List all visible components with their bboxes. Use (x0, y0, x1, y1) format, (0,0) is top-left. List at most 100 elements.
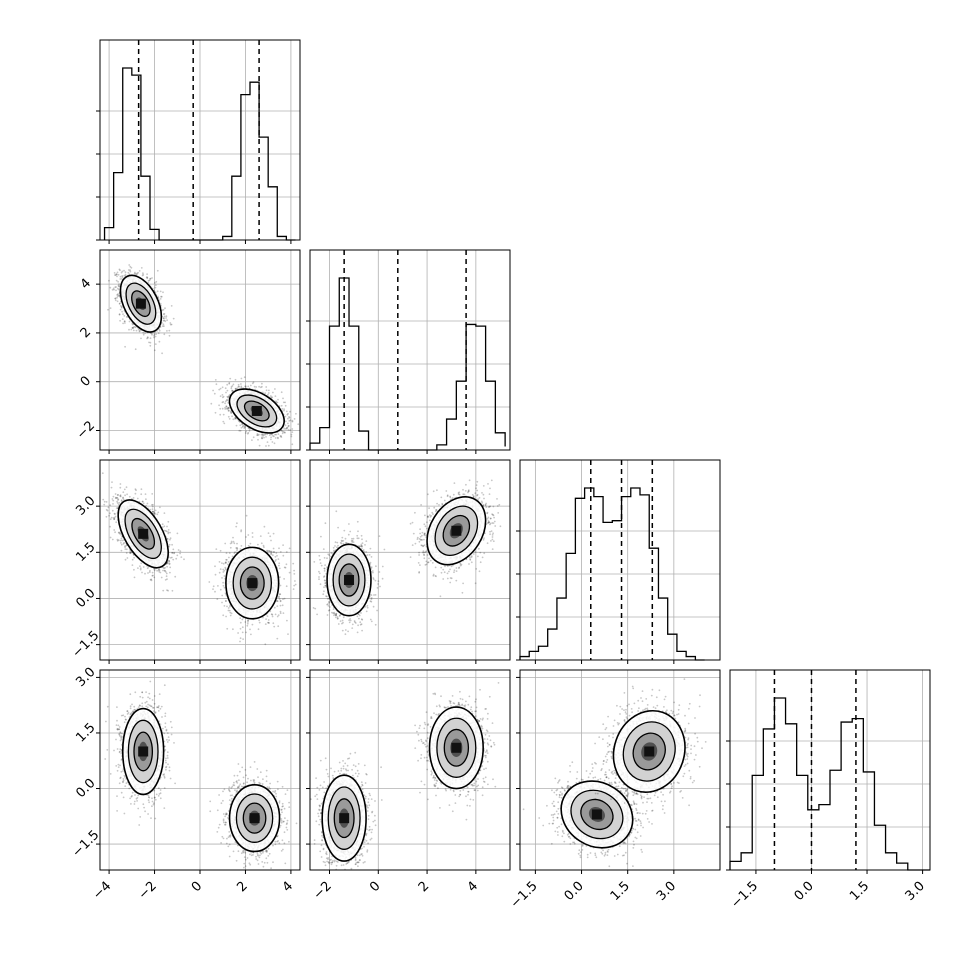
sample-point (263, 436, 265, 439)
sample-point (115, 289, 117, 292)
sample-point (284, 420, 287, 423)
sample-point (137, 567, 139, 569)
sample-point (122, 322, 124, 325)
sample-point (121, 275, 124, 277)
sample-point (142, 333, 145, 336)
sample-point (270, 438, 272, 441)
sample-point (219, 407, 222, 410)
sample-point (132, 326, 135, 328)
sample-point (129, 270, 132, 273)
density-panel-0-1 (96, 249, 301, 454)
sample-point (149, 337, 152, 340)
sample-point (146, 502, 149, 505)
sample-point (278, 452, 280, 454)
sample-point (258, 444, 261, 447)
panel-background (520, 460, 720, 660)
sample-point (111, 288, 114, 291)
sample-point (165, 317, 167, 319)
sample-point (154, 335, 157, 338)
sample-point (121, 270, 124, 273)
sample-point (240, 386, 243, 389)
sample-point (274, 433, 276, 436)
sample-point (123, 320, 126, 323)
sample-point (118, 295, 121, 297)
panel-frame (519, 459, 721, 661)
sample-point (277, 437, 279, 440)
sample-point (142, 273, 145, 276)
histogram-panel-3 (726, 669, 931, 874)
sample-point (225, 391, 227, 394)
sample-point (245, 430, 248, 433)
sample-point (129, 552, 131, 554)
sample-point (117, 288, 120, 291)
sample-point (117, 280, 119, 283)
sample-point (222, 413, 225, 416)
sample-point (159, 506, 161, 509)
sample-point (109, 536, 112, 539)
sample-point (158, 340, 161, 343)
sample-point (137, 328, 140, 331)
sample-point (113, 529, 116, 531)
sample-point (154, 282, 156, 284)
sample-point (119, 319, 121, 322)
sample-point (170, 305, 173, 307)
sample-point (180, 556, 183, 558)
sample-point (256, 434, 258, 437)
sample-point (160, 295, 163, 298)
sample-point (230, 412, 233, 414)
sample-point (145, 504, 148, 507)
sample-point (149, 278, 152, 280)
sample-point (263, 434, 266, 436)
sample-point (277, 433, 280, 435)
sample-point (113, 272, 116, 274)
sample-point (109, 525, 111, 528)
sample-point (284, 401, 286, 404)
sample-point (109, 512, 111, 515)
sample-point (147, 279, 150, 282)
sample-point (244, 385, 247, 388)
sample-point (147, 337, 149, 339)
sample-point (169, 323, 172, 326)
sample-point (118, 313, 121, 316)
sample-point (284, 415, 287, 418)
sample-point (290, 433, 293, 436)
sample-point (153, 334, 155, 337)
sample-point (131, 323, 134, 326)
sample-point (280, 391, 283, 394)
sample-point (142, 272, 144, 275)
sample-point (115, 286, 117, 288)
sample-point (120, 543, 123, 546)
sample-point (275, 400, 277, 403)
sample-point (271, 441, 274, 443)
sample-point (146, 277, 149, 280)
sample-point (155, 333, 158, 335)
sample-point (123, 320, 126, 323)
sample-point (289, 429, 292, 432)
sample-point (224, 402, 227, 405)
sample-point (120, 549, 123, 552)
sample-point (159, 290, 162, 293)
sample-point (116, 502, 119, 504)
sample-point (243, 376, 246, 379)
sample-point (222, 395, 225, 398)
sample-point (130, 266, 133, 269)
sample-point (168, 560, 171, 563)
sample-point (138, 330, 141, 333)
sample-point (122, 491, 125, 494)
sample-point (236, 387, 239, 390)
sample-point (150, 332, 153, 335)
sample-point (167, 529, 170, 531)
sample-point (151, 510, 154, 513)
sample-point (148, 341, 150, 344)
sample-point (146, 336, 149, 338)
sample-point (138, 330, 141, 332)
sample-point (128, 264, 131, 266)
sample-point (274, 388, 276, 390)
sample-point (109, 518, 112, 521)
sample-point (163, 512, 166, 514)
sample-point (229, 377, 232, 380)
sample-point (213, 392, 216, 395)
sample-point (210, 402, 213, 405)
sample-point (265, 389, 268, 392)
